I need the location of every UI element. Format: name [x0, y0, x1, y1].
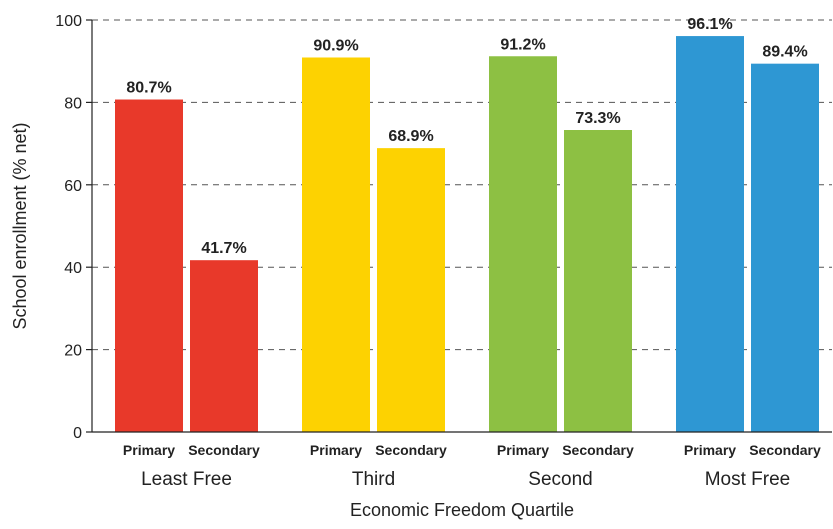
bar-category-label: Primary — [684, 442, 736, 458]
bar-value-label: 90.9% — [313, 37, 358, 54]
labels: 0 20 40 60 80 100 80.7% Primary 41.7% Secondary Le… — [55, 13, 821, 490]
bar-category-label: Secondary — [562, 442, 634, 458]
bar — [377, 148, 445, 432]
bar-category-label: Primary — [123, 442, 175, 458]
bars — [115, 36, 819, 433]
bar-value-label: 68.9% — [388, 128, 433, 145]
group-label: Least Free — [141, 469, 232, 490]
bar-category-label: Secondary — [749, 442, 821, 458]
y-tick-label: 60 — [64, 178, 82, 195]
x-axis-title: Economic Freedom Quartile — [350, 500, 574, 520]
y-tick-label: 80 — [64, 95, 82, 112]
bar-value-label: 73.3% — [575, 110, 620, 127]
axes — [91, 20, 832, 433]
bar — [489, 56, 557, 432]
bar-value-label: 91.2% — [500, 36, 545, 53]
bar — [751, 63, 819, 433]
y-tick-label: 40 — [64, 260, 82, 277]
bar-value-label: 41.7% — [201, 240, 246, 257]
bar — [190, 260, 258, 432]
bar-category-label: Primary — [497, 442, 549, 458]
bar — [302, 57, 370, 432]
bar — [115, 99, 183, 433]
group-label: Most Free — [705, 469, 791, 490]
y-tick-label: 0 — [73, 425, 82, 442]
y-tick-label: 20 — [64, 343, 82, 360]
bar-category-label: Primary — [310, 442, 362, 458]
bar-value-label: 96.1% — [687, 16, 732, 33]
group-label: Second — [528, 469, 592, 490]
group-label: Third — [352, 469, 395, 490]
bar-category-label: Secondary — [188, 442, 260, 458]
bar — [676, 36, 744, 433]
bar-value-label: 80.7% — [126, 80, 171, 97]
y-tick-label: 100 — [55, 13, 82, 30]
bar-category-label: Secondary — [375, 442, 447, 458]
bar — [564, 130, 632, 432]
bar-value-label: 89.4% — [762, 44, 807, 61]
y-axis-title: School enrollment (% net) — [10, 122, 30, 329]
